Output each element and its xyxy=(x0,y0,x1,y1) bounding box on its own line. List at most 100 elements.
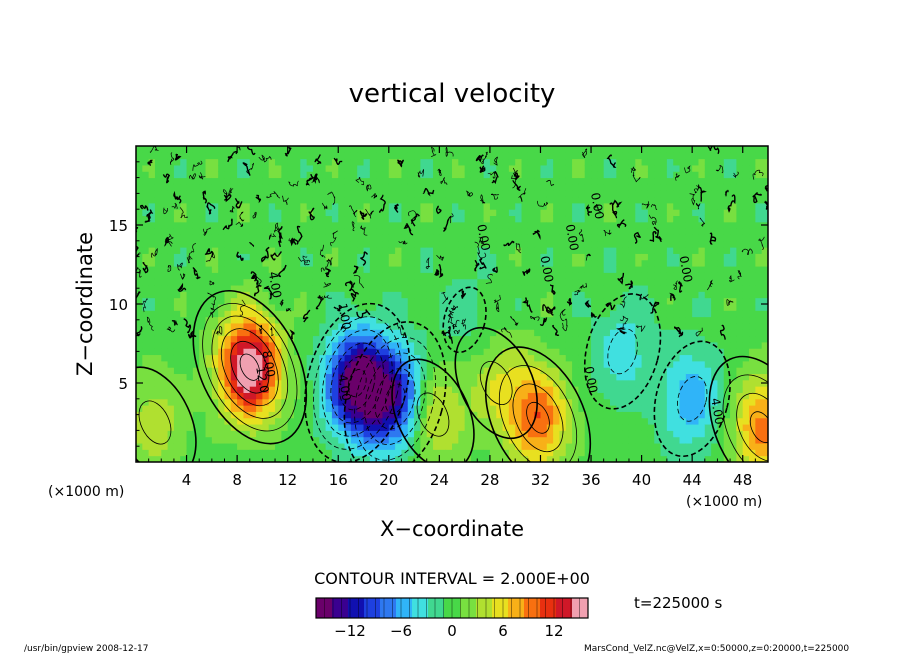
heatmap-cell xyxy=(464,228,472,235)
heatmap-cell xyxy=(761,386,768,393)
heatmap-cell xyxy=(546,266,554,273)
heatmap-cell xyxy=(553,379,560,387)
heatmap-cell xyxy=(546,398,554,406)
heatmap-cell xyxy=(603,234,611,242)
heatmap-cell xyxy=(173,316,181,324)
heatmap-cell xyxy=(742,405,750,412)
heatmap-cell xyxy=(294,322,301,330)
heatmap-cell xyxy=(192,329,200,337)
heatmap-cell xyxy=(527,297,535,305)
heatmap-cell xyxy=(275,215,282,223)
heatmap-cell xyxy=(281,259,289,267)
heatmap-cell xyxy=(439,228,447,235)
heatmap-cell xyxy=(666,354,674,362)
heatmap-cell xyxy=(350,247,358,254)
heatmap-cell xyxy=(730,215,737,223)
heatmap-cell xyxy=(452,278,459,286)
heatmap-cell xyxy=(420,240,428,248)
heatmap-cell xyxy=(591,171,598,179)
heatmap-cell xyxy=(325,348,333,356)
heatmap-cell xyxy=(458,183,466,191)
heatmap-cell xyxy=(420,253,428,261)
heatmap-cell xyxy=(357,455,365,462)
heatmap-cell xyxy=(224,360,232,368)
heatmap-cell xyxy=(749,322,756,330)
heatmap-cell xyxy=(344,379,352,387)
heatmap-cell xyxy=(654,146,662,153)
heatmap-cell xyxy=(654,398,662,406)
heatmap-cell xyxy=(647,304,655,311)
heatmap-cell xyxy=(622,455,630,462)
heatmap-cell xyxy=(401,297,409,305)
heatmap-cell xyxy=(572,190,579,198)
heatmap-cell xyxy=(136,183,143,191)
heatmap-cell xyxy=(407,146,415,153)
heatmap-cell xyxy=(698,392,706,400)
heatmap-cell xyxy=(483,164,491,172)
heatmap-cell xyxy=(717,360,725,368)
heatmap-cell xyxy=(414,367,421,375)
heatmap-cell xyxy=(692,392,699,400)
heatmap-cell xyxy=(572,247,579,254)
heatmap-cell xyxy=(597,177,605,185)
heatmap-cell xyxy=(477,341,485,349)
heatmap-cell xyxy=(496,430,504,438)
heatmap-cell xyxy=(237,152,244,160)
heatmap-cell xyxy=(641,424,649,431)
heatmap-cell xyxy=(502,304,510,311)
heatmap-cell xyxy=(546,367,554,375)
heatmap-cell xyxy=(237,221,244,229)
heatmap-cell xyxy=(275,367,282,375)
heatmap-cell xyxy=(382,367,390,375)
heatmap-cell xyxy=(344,367,352,375)
heatmap-cell xyxy=(666,316,674,324)
heatmap-cell xyxy=(647,411,655,419)
heatmap-cell xyxy=(331,354,339,362)
heatmap-cell xyxy=(616,436,624,444)
heatmap-cell xyxy=(736,310,744,318)
heatmap-cell xyxy=(243,316,251,324)
heatmap-cell xyxy=(161,430,169,438)
heatmap-cell xyxy=(414,455,421,462)
heatmap-cell xyxy=(243,146,251,153)
heatmap-cell xyxy=(711,259,718,267)
heatmap-cell xyxy=(281,234,289,242)
heatmap-cell xyxy=(300,392,308,400)
heatmap-cell xyxy=(597,455,605,462)
heatmap-cell xyxy=(610,386,617,393)
heatmap-cell xyxy=(161,234,169,242)
heatmap-cell xyxy=(294,234,301,242)
heatmap-cell xyxy=(470,329,478,337)
heatmap-cell xyxy=(527,171,535,179)
heatmap-cell xyxy=(610,316,617,324)
heatmap-cell xyxy=(749,329,756,337)
heatmap-cell xyxy=(546,272,554,280)
heatmap-cell xyxy=(628,341,636,349)
heatmap-cell xyxy=(275,398,282,406)
heatmap-cell xyxy=(142,304,150,311)
heatmap-cell xyxy=(154,354,162,362)
heatmap-cell xyxy=(515,278,523,286)
heatmap-cell xyxy=(300,386,308,393)
heatmap-cell xyxy=(237,285,244,292)
heatmap-cell xyxy=(211,278,219,286)
heatmap-cell xyxy=(173,247,181,254)
heatmap-cell xyxy=(685,436,693,444)
heatmap-cell xyxy=(136,259,143,267)
heatmap-cell xyxy=(742,436,750,444)
heatmap-cell xyxy=(666,209,674,217)
heatmap-cell xyxy=(350,379,358,387)
heatmap-cell xyxy=(445,443,453,450)
heatmap-cell xyxy=(635,266,643,273)
heatmap-cell xyxy=(180,202,188,210)
heatmap-cell xyxy=(508,202,516,210)
heatmap-cell xyxy=(180,310,188,318)
heatmap-cell xyxy=(161,354,169,362)
heatmap-cell xyxy=(262,354,270,362)
heatmap-cell xyxy=(192,228,200,235)
heatmap-cell xyxy=(591,209,598,217)
heatmap-cell xyxy=(357,247,365,254)
heatmap-cell xyxy=(711,297,718,305)
heatmap-cell xyxy=(142,152,150,160)
heatmap-cell xyxy=(357,259,365,267)
